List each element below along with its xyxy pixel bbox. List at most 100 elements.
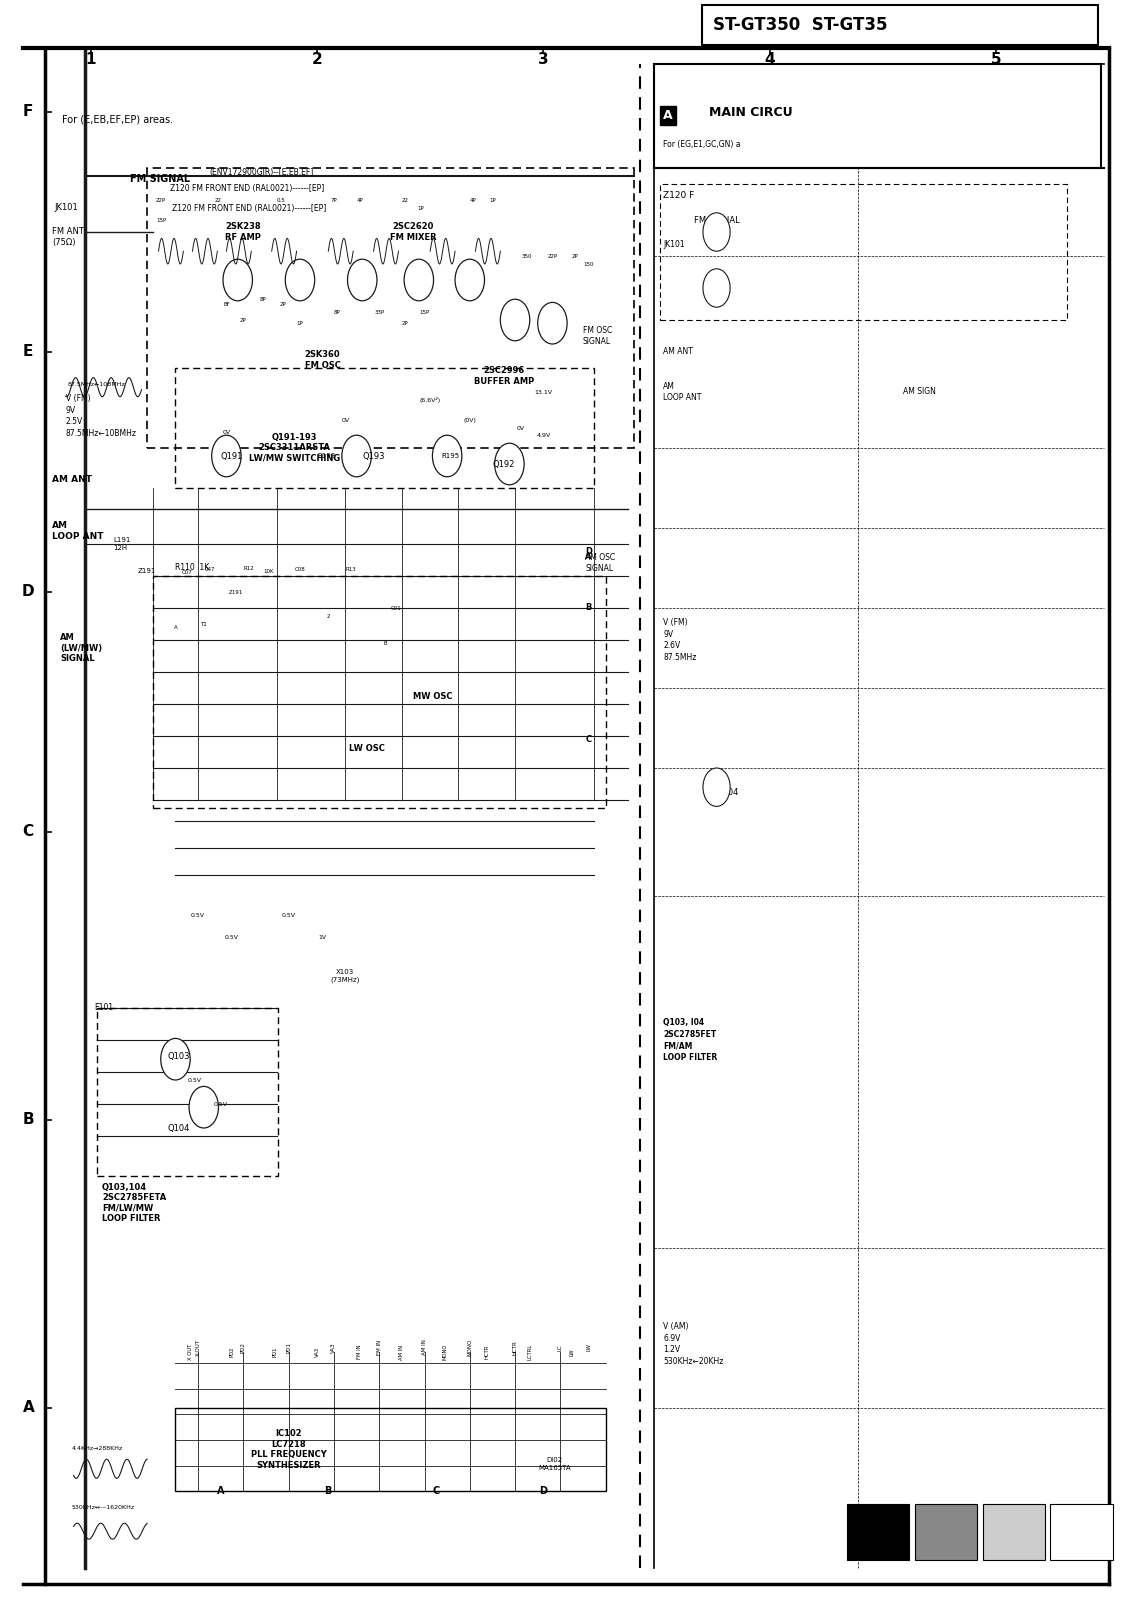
Text: 150: 150 <box>583 261 594 267</box>
Text: For (EG,E1,GC,GN) a: For (EG,E1,GC,GN) a <box>663 139 740 149</box>
Text: A: A <box>663 109 674 122</box>
Text: For (E,EB,EF,EP) areas.: For (E,EB,EF,EP) areas. <box>62 115 173 125</box>
Text: B: B <box>325 1486 332 1496</box>
Circle shape <box>538 302 567 344</box>
Text: 0V: 0V <box>341 418 350 424</box>
Text: HCTR: HCTR <box>513 1339 517 1355</box>
Text: AM
(LW/MW)
SIGNAL: AM (LW/MW) SIGNAL <box>60 634 102 662</box>
Text: (ENV172900GIR)--[E,EB,EF]: (ENV172900GIR)--[E,EB,EF] <box>209 168 314 178</box>
Text: PD1: PD1 <box>286 1342 291 1352</box>
Text: 2SK238
RF AMP: 2SK238 RF AMP <box>225 222 261 242</box>
Text: Q103,104
2SC2785FETA
FM/LW/MW
LOOP FILTER: Q103,104 2SC2785FETA FM/LW/MW LOOP FILTE… <box>102 1182 166 1224</box>
Text: 1P: 1P <box>418 205 424 211</box>
Text: 4: 4 <box>764 51 775 67</box>
Bar <box>847 1504 909 1560</box>
Text: 047: 047 <box>204 566 215 573</box>
Text: 8P: 8P <box>259 296 266 302</box>
Text: 2SC2620
FM MIXER: 2SC2620 FM MIXER <box>389 222 437 242</box>
Text: 15P: 15P <box>156 218 168 224</box>
Text: C07: C07 <box>181 570 192 576</box>
Text: 0.5V: 0.5V <box>225 934 239 941</box>
Text: Z120 FM FRONT END (RAL0021)------[EP]: Z120 FM FRONT END (RAL0021)------[EP] <box>170 184 324 194</box>
Text: FM OSC
SIGNAL: FM OSC SIGNAL <box>583 326 612 346</box>
Text: AM IN: AM IN <box>400 1344 404 1360</box>
Text: C: C <box>23 824 34 840</box>
Circle shape <box>703 768 730 806</box>
Text: 2: 2 <box>311 51 323 67</box>
Text: AM IN: AM IN <box>422 1339 427 1355</box>
Text: V (AM)
6.9V
1.2V
530KHz←20KHz: V (AM) 6.9V 1.2V 530KHz←20KHz <box>663 1322 723 1366</box>
Text: HCTR: HCTR <box>484 1346 489 1358</box>
Text: 3: 3 <box>538 51 549 67</box>
Bar <box>153 576 606 808</box>
Text: PD2: PD2 <box>241 1342 246 1352</box>
Text: Q103: Q103 <box>168 1051 190 1061</box>
Text: 13.1V: 13.1V <box>534 389 552 395</box>
Circle shape <box>342 435 371 477</box>
Circle shape <box>404 259 434 301</box>
Text: D: D <box>22 584 35 600</box>
Text: 4P: 4P <box>470 197 477 203</box>
Text: R13: R13 <box>345 566 357 573</box>
Text: A: A <box>23 1400 34 1416</box>
Text: 2SC2996
BUFFER AMP: 2SC2996 BUFFER AMP <box>473 366 534 386</box>
Bar <box>983 1504 1045 1560</box>
Text: T1: T1 <box>200 621 207 627</box>
Text: MAIN CIRCU: MAIN CIRCU <box>709 106 792 118</box>
Text: MONO: MONO <box>443 1344 447 1360</box>
Circle shape <box>500 299 530 341</box>
Circle shape <box>189 1086 218 1128</box>
Text: A: A <box>585 552 592 562</box>
Text: BF: BF <box>223 301 230 307</box>
Text: AM
LOOP ANT: AM LOOP ANT <box>52 522 103 541</box>
Text: LC: LC <box>558 1344 563 1350</box>
Bar <box>147 168 634 448</box>
Text: 5: 5 <box>990 51 1002 67</box>
Text: 4P: 4P <box>357 197 363 203</box>
Bar <box>1050 1504 1113 1560</box>
Text: 22: 22 <box>215 197 222 203</box>
Text: D: D <box>539 1486 548 1496</box>
Text: PD2: PD2 <box>230 1347 234 1357</box>
Text: 1V: 1V <box>318 934 327 941</box>
Text: MW OSC: MW OSC <box>413 691 453 701</box>
Text: E101: E101 <box>94 1003 113 1013</box>
Text: B: B <box>585 603 592 613</box>
Text: FM IN: FM IN <box>377 1339 381 1355</box>
Text: 350: 350 <box>521 253 532 259</box>
Text: 2P: 2P <box>240 317 247 323</box>
Text: 2P: 2P <box>280 301 286 307</box>
Text: X103
(73MHz): X103 (73MHz) <box>331 970 360 982</box>
Text: 0V: 0V <box>516 426 525 432</box>
Text: AM SIGN: AM SIGN <box>903 387 936 397</box>
Text: FM SIGNAL: FM SIGNAL <box>694 216 739 226</box>
Text: Z120 F: Z120 F <box>663 190 695 200</box>
Text: 0.5: 0.5 <box>276 197 285 203</box>
Text: V (FM)
9V
2.6V
87.5MHz: V (FM) 9V 2.6V 87.5MHz <box>663 618 696 662</box>
Text: 0.5V: 0.5V <box>188 1077 201 1083</box>
Text: R110  1K: R110 1K <box>175 563 209 573</box>
Text: B: B <box>383 640 387 646</box>
Text: AM OSC
SIGNAL: AM OSC SIGNAL <box>585 554 616 573</box>
Bar <box>702 5 1098 45</box>
Text: VA3: VA3 <box>332 1342 336 1352</box>
Text: 33P: 33P <box>374 309 385 315</box>
Text: Z191: Z191 <box>138 568 156 574</box>
Text: AM ANT: AM ANT <box>663 347 693 357</box>
Text: LW OSC: LW OSC <box>349 744 385 754</box>
Bar <box>175 368 594 488</box>
Text: 2P: 2P <box>572 253 578 259</box>
Circle shape <box>223 259 252 301</box>
Text: 1P: 1P <box>489 197 496 203</box>
Text: 530KHz↔—1620KHz: 530KHz↔—1620KHz <box>71 1504 135 1510</box>
Text: IC102
LC7218
PLL FREQUENCY
SYNTHESIZER: IC102 LC7218 PLL FREQUENCY SYNTHESIZER <box>251 1429 326 1470</box>
Text: Z120 FM FRONT END (RAL0021)------[EP]: Z120 FM FRONT END (RAL0021)------[EP] <box>172 203 326 213</box>
Text: X.OUT: X.OUT <box>196 1339 200 1355</box>
Text: F: F <box>23 104 34 120</box>
Text: C01: C01 <box>391 605 402 611</box>
Circle shape <box>703 269 730 307</box>
Text: Q191-193
2SC3311ARSTA
LW/MW SWITCHING: Q191-193 2SC3311ARSTA LW/MW SWITCHING <box>249 434 340 462</box>
Text: 0.5V: 0.5V <box>191 912 205 918</box>
Circle shape <box>161 1038 190 1080</box>
Text: V (FM)
9V
2.5V
87.5MHz←10BMHz: V (FM) 9V 2.5V 87.5MHz←10BMHz <box>66 394 137 438</box>
